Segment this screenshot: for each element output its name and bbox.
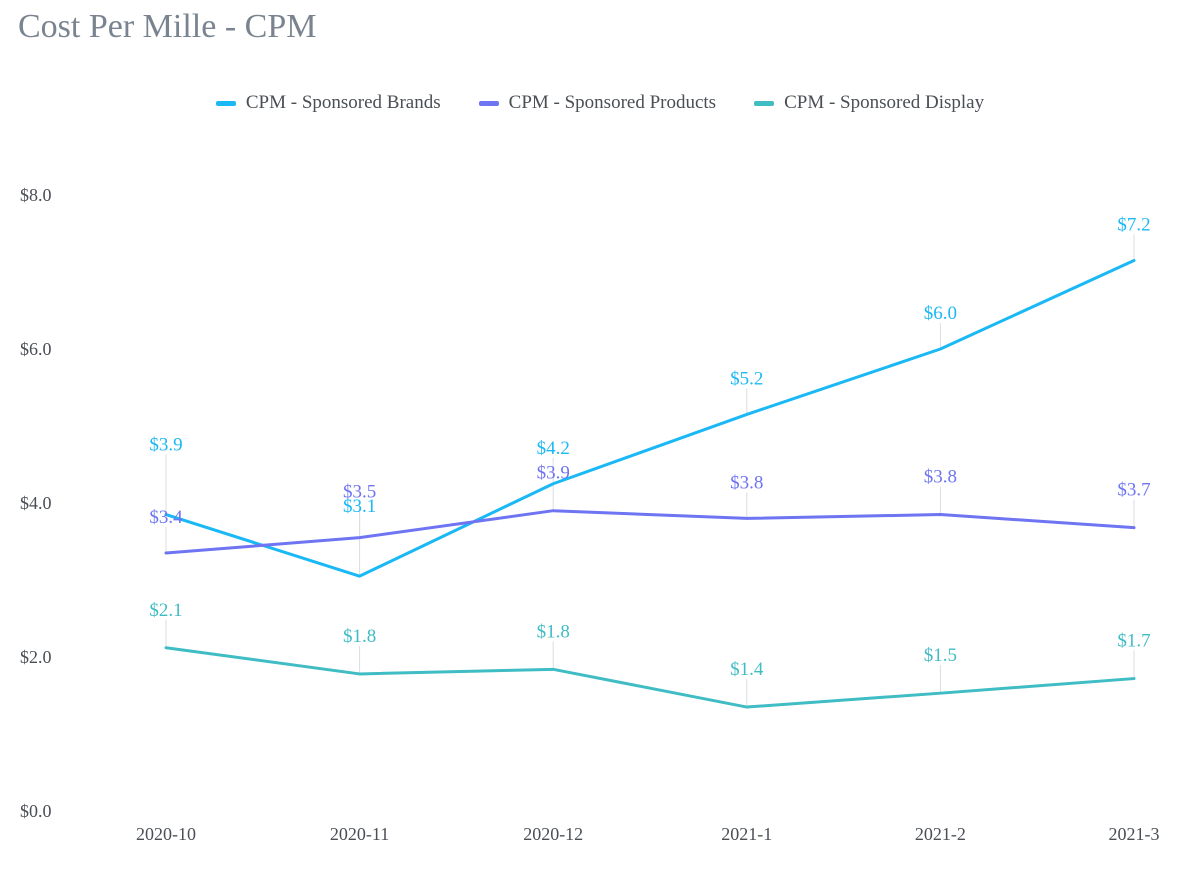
data-label: $6.0 <box>924 303 957 324</box>
data-label: $5.2 <box>730 368 763 389</box>
y-tick-label: $8.0 <box>20 185 52 205</box>
data-label: $3.1 <box>343 496 376 517</box>
data-label: $1.8 <box>343 626 376 647</box>
data-label: $2.1 <box>149 600 182 621</box>
series-line-cpm-sponsored-products <box>164 509 1136 555</box>
legend-swatch-sponsored-display <box>754 100 775 106</box>
data-label: $1.8 <box>537 621 570 642</box>
legend-item-sponsored-brands[interactable]: CPM - Sponsored Brands <box>215 92 441 114</box>
series-line-cpm-sponsored-display <box>164 646 1136 709</box>
data-label: $3.8 <box>730 472 763 493</box>
data-label: $4.2 <box>537 438 570 459</box>
x-tick-label: 2020-10 <box>136 824 196 844</box>
data-label: $3.5 <box>343 482 376 503</box>
legend-item-sponsored-display[interactable]: CPM - Sponsored Display <box>754 92 984 114</box>
y-tick-label: $4.0 <box>20 493 52 513</box>
y-tick-label: $6.0 <box>20 339 52 359</box>
series-line-cpm-sponsored-brands <box>164 258 1136 578</box>
data-label: $1.4 <box>730 659 764 680</box>
y-tick-label: $2.0 <box>20 647 52 667</box>
legend-label: CPM - Sponsored Display <box>784 92 985 113</box>
data-label: $3.9 <box>537 463 570 484</box>
legend: CPM - Sponsored Brands CPM - Sponsored P… <box>0 88 1200 118</box>
page-title: Cost Per Mille - CPM <box>18 8 317 45</box>
legend-label: CPM - Sponsored Products <box>508 92 717 113</box>
data-label: $1.7 <box>1117 631 1150 652</box>
y-tick-label: $0.0 <box>20 801 52 821</box>
x-tick-label: 2021-2 <box>915 824 966 844</box>
legend-swatch-sponsored-products <box>478 100 499 106</box>
data-label: $3.8 <box>924 467 957 488</box>
data-label: $1.5 <box>924 645 957 666</box>
x-tick-label: 2020-12 <box>523 824 583 844</box>
data-label: $3.4 <box>149 507 183 528</box>
x-tick-label: 2021-1 <box>721 824 772 844</box>
data-label: $3.9 <box>149 435 182 456</box>
x-tick-label: 2021-3 <box>1109 824 1160 844</box>
data-label: $7.2 <box>1117 214 1150 235</box>
x-tick-label: 2020-11 <box>330 824 389 844</box>
legend-label: CPM - Sponsored Brands <box>245 92 441 113</box>
data-label: $3.7 <box>1117 480 1150 501</box>
legend-swatch-sponsored-brands <box>215 100 236 106</box>
legend-item-sponsored-products[interactable]: CPM - Sponsored Products <box>478 92 717 114</box>
